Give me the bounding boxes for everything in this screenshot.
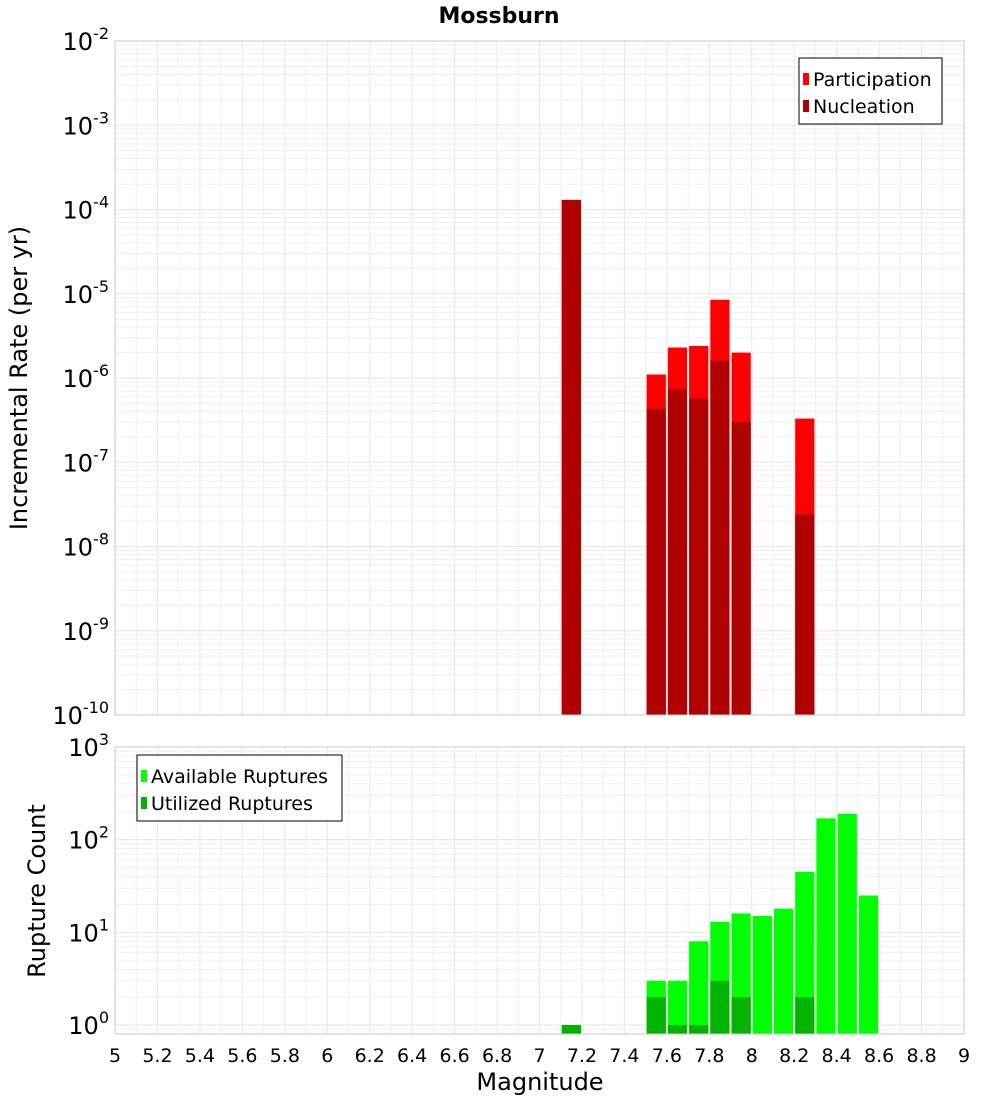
chart-title: Mossburn [438, 4, 559, 29]
legend-label: Participation [813, 69, 932, 91]
legend-label: Nucleation [813, 96, 915, 118]
y-axis-label-count: Rupture Count [23, 804, 51, 978]
bar-nucleation [646, 408, 666, 715]
x-tick-label: 6.4 [397, 1045, 427, 1067]
bar-nucleation [561, 199, 581, 715]
legend-swatch [141, 770, 147, 782]
x-tick-label: 8.6 [864, 1045, 894, 1067]
x-tick-label: 6.2 [355, 1045, 385, 1067]
x-tick-label: 7 [533, 1045, 545, 1067]
y-tick-label: 10-6 [63, 361, 110, 393]
x-tick-label: 9 [958, 1045, 970, 1067]
y-tick-label: 102 [68, 823, 109, 855]
bar-available-ruptures [752, 916, 772, 1034]
x-tick-label: 8.2 [779, 1045, 809, 1067]
x-tick-label: 7.8 [694, 1045, 724, 1067]
x-tick-label: 8.8 [906, 1045, 936, 1067]
legend-rate [798, 57, 943, 125]
legend-swatch [803, 100, 809, 112]
bar-utilized-ruptures [689, 1025, 709, 1034]
x-tick-label: 5.6 [227, 1045, 257, 1067]
legend-label: Utilized Ruptures [151, 793, 313, 815]
x-tick-label: 7.4 [609, 1045, 639, 1067]
bar-available-ruptures [667, 980, 688, 1034]
x-tick-label: 5 [109, 1045, 121, 1067]
bar-available-ruptures [858, 895, 879, 1034]
bar-nucleation [795, 514, 815, 715]
rate-panel: 10-10 10-9 10-8 10-7 10-6 10-5 10-4 10-3 10-2 Par… [52, 24, 965, 730]
x-tick-label: 8.4 [822, 1045, 852, 1067]
x-tick-label: 5.8 [270, 1045, 300, 1067]
bar-available-ruptures [837, 813, 857, 1034]
legend-count [136, 754, 343, 822]
y-tick-label: 10-3 [63, 108, 110, 140]
legend-label: Available Ruptures [151, 766, 328, 788]
legend-swatch [803, 73, 809, 85]
bar-available-ruptures [773, 908, 794, 1034]
y-tick-label: 101 [68, 915, 109, 947]
bar-utilized-ruptures [731, 997, 751, 1034]
count-panel: 100 101 102 103 Available Ruptures Utilized R… [68, 730, 970, 1067]
x-tick-label: 6.6 [439, 1045, 469, 1067]
bar-utilized-ruptures [667, 1025, 688, 1034]
y-tick-label: 10-7 [63, 445, 110, 477]
y-axis-label-rate: Incremental Rate (per yr) [5, 226, 33, 530]
y-tick-label: 100 [68, 1008, 109, 1040]
y-tick-label: 10-8 [63, 530, 110, 562]
y-tick-label: 103 [68, 730, 109, 762]
plot-frame-count [114, 746, 965, 1035]
y-tick-label: 10-4 [63, 193, 110, 225]
y-tick-label: 10-9 [63, 614, 110, 646]
y-tick-label: 10-5 [63, 277, 110, 309]
bar-utilized-ruptures [646, 997, 666, 1034]
bar-utilized-ruptures [561, 1025, 581, 1034]
bar-nucleation [689, 398, 709, 715]
bar-utilized-ruptures [795, 997, 815, 1034]
x-tick-label: 5.2 [142, 1045, 172, 1067]
x-tick-label: 8 [746, 1045, 758, 1067]
y-tick-label: 10-2 [63, 24, 110, 56]
x-tick-label: 7.2 [567, 1045, 597, 1067]
legend-swatch [141, 797, 147, 809]
bar-nucleation [667, 389, 688, 715]
x-axis-label: Magnitude [476, 1068, 603, 1096]
x-tick-label: 6.8 [482, 1045, 512, 1067]
plot-frame-rate [114, 40, 965, 716]
x-tick-label: 6 [321, 1045, 333, 1067]
y-tick-label: 10-10 [52, 698, 109, 730]
bar-available-ruptures [816, 818, 836, 1034]
bar-available-ruptures [689, 941, 709, 1034]
bar-nucleation [731, 422, 751, 715]
bar-utilized-ruptures [710, 980, 730, 1034]
x-tick-label: 7.6 [652, 1045, 682, 1067]
bar-nucleation [710, 360, 730, 715]
bar-available-ruptures [795, 871, 815, 1034]
x-tick-label: 5.4 [185, 1045, 215, 1067]
